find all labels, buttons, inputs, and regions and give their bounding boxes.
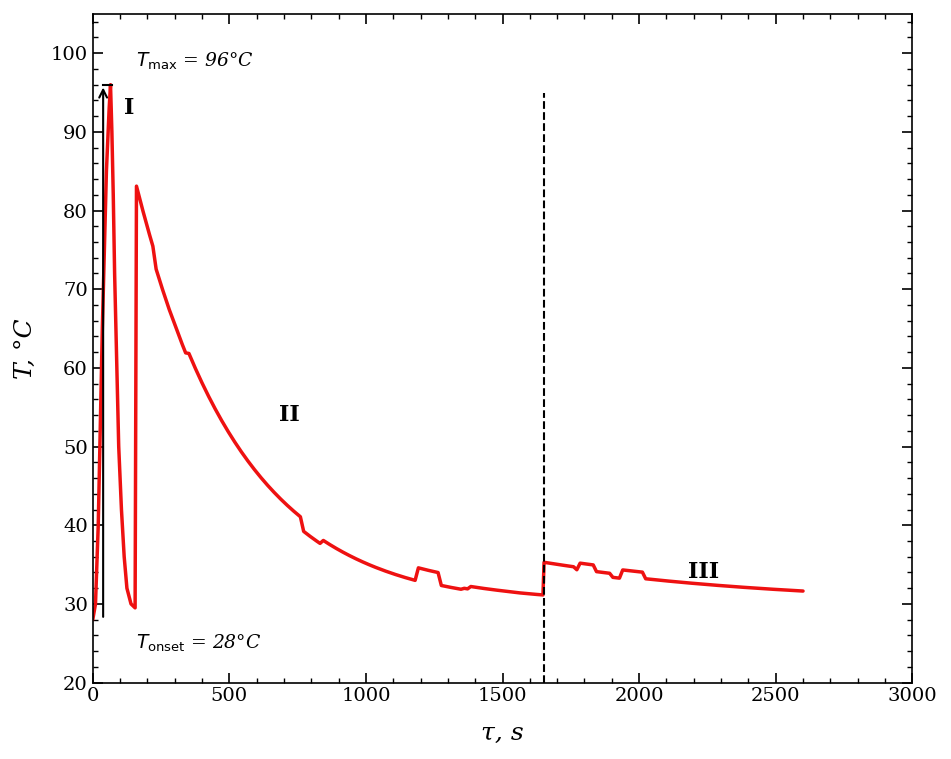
Text: I: I — [125, 97, 134, 119]
Text: $T_{\rm onset}$ = 28°C: $T_{\rm onset}$ = 28°C — [137, 632, 262, 654]
Text: III: III — [689, 562, 719, 584]
X-axis label: τ, s: τ, s — [481, 722, 524, 745]
Y-axis label: T, °C: T, °C — [14, 318, 37, 379]
Text: II: II — [279, 404, 300, 426]
Text: $T_{\rm max}$ = 96°C: $T_{\rm max}$ = 96°C — [137, 50, 254, 72]
